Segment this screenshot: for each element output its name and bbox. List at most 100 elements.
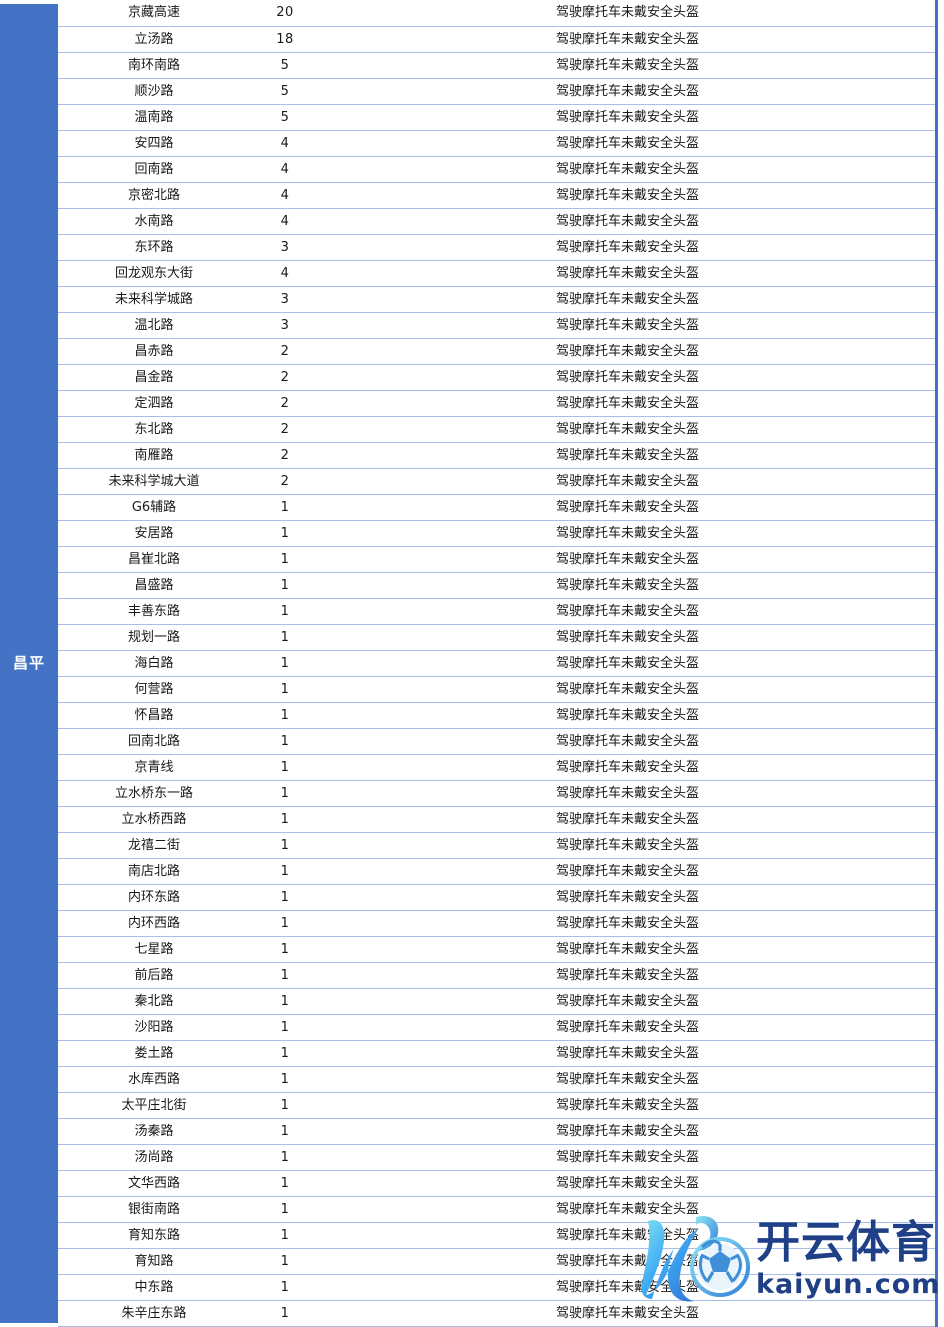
violation-type-cell: 驾驶摩托车未戴安全头盔 bbox=[320, 312, 935, 339]
table-row: 安居路 1 驾驶摩托车未戴安全头盔 bbox=[58, 520, 935, 547]
violation-count-cell: 1 bbox=[250, 546, 320, 573]
table-row: 汤秦路 1 驾驶摩托车未戴安全头盔 bbox=[58, 1118, 935, 1146]
road-name-cell: 汤秦路 bbox=[58, 1118, 250, 1146]
table-row: 未来科学城路 3 驾驶摩托车未戴安全头盔 bbox=[58, 286, 935, 313]
table-row: 温南路 5 驾驶摩托车未戴安全头盔 bbox=[58, 104, 935, 131]
violation-count-cell: 1 bbox=[250, 1040, 320, 1068]
table-row: 立水桥东一路 1 驾驶摩托车未戴安全头盔 bbox=[58, 780, 935, 807]
violation-count-cell: 1 bbox=[250, 910, 320, 938]
violation-type-cell: 驾驶摩托车未戴安全头盔 bbox=[320, 832, 935, 860]
violation-count-cell: 1 bbox=[250, 494, 320, 521]
violation-type-cell: 驾驶摩托车未戴安全头盔 bbox=[320, 910, 935, 938]
violation-type-cell: 驾驶摩托车未戴安全头盔 bbox=[320, 494, 935, 521]
violation-count-cell: 1 bbox=[250, 728, 320, 755]
road-name-cell: 未来科学城大道 bbox=[58, 468, 250, 495]
road-name-cell: 温南路 bbox=[58, 104, 250, 131]
violation-count-cell: 1 bbox=[250, 1274, 320, 1302]
table-row: 怀昌路 1 驾驶摩托车未戴安全头盔 bbox=[58, 702, 935, 729]
road-name-cell: 立汤路 bbox=[58, 26, 250, 53]
violation-type-cell: 驾驶摩托车未戴安全头盔 bbox=[320, 884, 935, 912]
violation-count-cell: 1 bbox=[250, 1300, 320, 1327]
road-name-cell: 未来科学城路 bbox=[58, 286, 250, 313]
violation-count-cell: 2 bbox=[250, 442, 320, 469]
table-row: 昌赤路 2 驾驶摩托车未戴安全头盔 bbox=[58, 338, 935, 365]
road-name-cell: 顺沙路 bbox=[58, 78, 250, 105]
violation-type-cell: 驾驶摩托车未戴安全头盔 bbox=[320, 1248, 935, 1276]
table-row: 安四路 4 驾驶摩托车未戴安全头盔 bbox=[58, 130, 935, 157]
table-row: 未来科学城大道 2 驾驶摩托车未戴安全头盔 bbox=[58, 468, 935, 495]
table-row: 秦北路 1 驾驶摩托车未戴安全头盔 bbox=[58, 988, 935, 1016]
violation-type-cell: 驾驶摩托车未戴安全头盔 bbox=[320, 78, 935, 105]
table-row: 丰善东路 1 驾驶摩托车未戴安全头盔 bbox=[58, 598, 935, 625]
table-row: 东环路 3 驾驶摩托车未戴安全头盔 bbox=[58, 234, 935, 261]
violation-count-cell: 1 bbox=[250, 1222, 320, 1250]
table-row: 东北路 2 驾驶摩托车未戴安全头盔 bbox=[58, 416, 935, 443]
table-row: 汤尚路 1 驾驶摩托车未戴安全头盔 bbox=[58, 1144, 935, 1172]
table-row: 回龙观东大街 4 驾驶摩托车未戴安全头盔 bbox=[58, 260, 935, 287]
road-name-cell: 回龙观东大街 bbox=[58, 260, 250, 287]
table-row: 何营路 1 驾驶摩托车未戴安全头盔 bbox=[58, 676, 935, 703]
road-name-cell: 立水桥东一路 bbox=[58, 780, 250, 807]
table-row: 南环南路 5 驾驶摩托车未戴安全头盔 bbox=[58, 52, 935, 79]
violation-type-cell: 驾驶摩托车未戴安全头盔 bbox=[320, 1196, 935, 1224]
violation-type-cell: 驾驶摩托车未戴安全头盔 bbox=[320, 52, 935, 79]
region-label: 昌平 bbox=[12, 654, 45, 672]
violation-count-cell: 4 bbox=[250, 130, 320, 157]
violation-type-cell: 驾驶摩托车未戴安全头盔 bbox=[320, 1092, 935, 1120]
table-row: 立汤路 18 驾驶摩托车未戴安全头盔 bbox=[58, 26, 935, 53]
table-row: 昌盛路 1 驾驶摩托车未戴安全头盔 bbox=[58, 572, 935, 599]
table-row: 银街南路 1 驾驶摩托车未戴安全头盔 bbox=[58, 1196, 935, 1224]
violation-type-cell: 驾驶摩托车未戴安全头盔 bbox=[320, 1014, 935, 1042]
table-row: 京密北路 4 驾驶摩托车未戴安全头盔 bbox=[58, 182, 935, 209]
violation-count-cell: 1 bbox=[250, 1092, 320, 1120]
table-row: 七星路 1 驾驶摩托车未戴安全头盔 bbox=[58, 936, 935, 964]
violation-count-cell: 1 bbox=[250, 598, 320, 625]
table-row: 回南北路 1 驾驶摩托车未戴安全头盔 bbox=[58, 728, 935, 755]
violation-type-cell: 驾驶摩托车未戴安全头盔 bbox=[320, 390, 935, 417]
violation-type-cell: 驾驶摩托车未戴安全头盔 bbox=[320, 1118, 935, 1146]
violation-count-cell: 4 bbox=[250, 208, 320, 235]
road-name-cell: 内环西路 bbox=[58, 910, 250, 938]
table-row: 前后路 1 驾驶摩托车未戴安全头盔 bbox=[58, 962, 935, 990]
road-name-cell: 温北路 bbox=[58, 312, 250, 339]
table-row: 龙禧二街 1 驾驶摩托车未戴安全头盔 bbox=[58, 832, 935, 860]
violation-count-cell: 1 bbox=[250, 1144, 320, 1172]
violation-type-cell: 驾驶摩托车未戴安全头盔 bbox=[320, 1300, 935, 1327]
violation-count-cell: 1 bbox=[250, 832, 320, 860]
violation-count-cell: 3 bbox=[250, 234, 320, 261]
violation-type-cell: 驾驶摩托车未戴安全头盔 bbox=[320, 156, 935, 183]
violation-count-cell: 4 bbox=[250, 156, 320, 183]
road-name-cell: 京藏高速 bbox=[58, 0, 250, 27]
road-name-cell: 回南路 bbox=[58, 156, 250, 183]
road-name-cell: 内环东路 bbox=[58, 884, 250, 912]
road-name-cell: 何营路 bbox=[58, 676, 250, 703]
road-name-cell: 海白路 bbox=[58, 650, 250, 677]
table-row: 昌崔北路 1 驾驶摩托车未戴安全头盔 bbox=[58, 546, 935, 573]
violation-type-cell: 驾驶摩托车未戴安全头盔 bbox=[320, 728, 935, 755]
table-row: 温北路 3 驾驶摩托车未戴安全头盔 bbox=[58, 312, 935, 339]
road-name-cell: G6辅路 bbox=[58, 494, 250, 521]
road-name-cell: 秦北路 bbox=[58, 988, 250, 1016]
violation-count-cell: 1 bbox=[250, 806, 320, 834]
violation-count-cell: 5 bbox=[250, 104, 320, 131]
violation-count-cell: 3 bbox=[250, 312, 320, 339]
violation-count-cell: 20 bbox=[250, 0, 320, 27]
violation-type-cell: 驾驶摩托车未戴安全头盔 bbox=[320, 702, 935, 729]
region-header-cell: 昌平 bbox=[0, 4, 58, 1323]
violation-type-cell: 驾驶摩托车未戴安全头盔 bbox=[320, 1066, 935, 1094]
table-row: 育知路 1 驾驶摩托车未戴安全头盔 bbox=[58, 1248, 935, 1276]
table-row: 回南路 4 驾驶摩托车未戴安全头盔 bbox=[58, 156, 935, 183]
violation-count-cell: 1 bbox=[250, 1196, 320, 1224]
table-row: 沙阳路 1 驾驶摩托车未戴安全头盔 bbox=[58, 1014, 935, 1042]
table-row: 规划一路 1 驾驶摩托车未戴安全头盔 bbox=[58, 624, 935, 651]
violation-count-cell: 1 bbox=[250, 702, 320, 729]
road-name-cell: 朱辛庄东路 bbox=[58, 1300, 250, 1327]
violation-table: 京藏高速 20 驾驶摩托车未戴安全头盔 立汤路 18 驾驶摩托车未戴安全头盔 南环南路 5 驾驶… bbox=[58, 0, 935, 1327]
road-name-cell: 汤尚路 bbox=[58, 1144, 250, 1172]
violation-type-cell: 驾驶摩托车未戴安全头盔 bbox=[320, 338, 935, 365]
table-row: 南店北路 1 驾驶摩托车未戴安全头盔 bbox=[58, 858, 935, 886]
road-name-cell: 立水桥西路 bbox=[58, 806, 250, 834]
table-row: 育知东路 1 驾驶摩托车未戴安全头盔 bbox=[58, 1222, 935, 1250]
table-row: G6辅路 1 驾驶摩托车未戴安全头盔 bbox=[58, 494, 935, 521]
violation-count-cell: 2 bbox=[250, 364, 320, 391]
